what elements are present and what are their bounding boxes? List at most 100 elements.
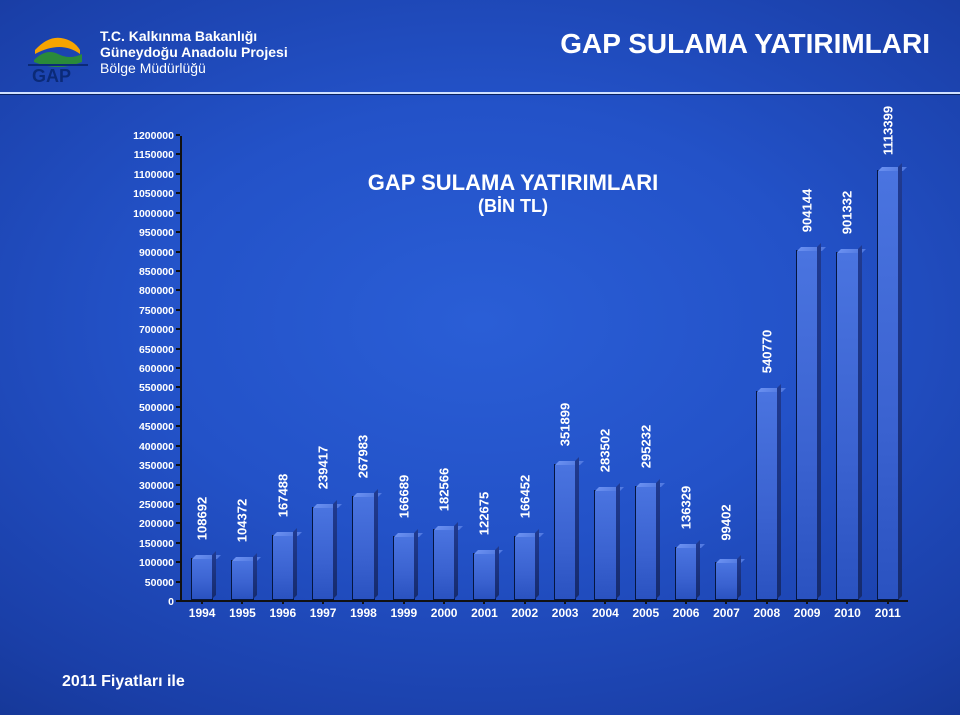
x-tick-label: 2005 <box>632 606 659 620</box>
bar-value-label: 122675 <box>477 491 492 534</box>
y-tick-label: 900000 <box>139 247 174 259</box>
x-tick-label: 2002 <box>511 606 538 620</box>
bar-value-label: 283502 <box>598 429 613 472</box>
bar <box>393 536 416 600</box>
y-tick-label: 0 <box>168 596 174 608</box>
x-tick-mark <box>241 600 243 604</box>
x-tick-mark <box>725 600 727 604</box>
bar <box>796 250 819 600</box>
y-tick-label: 750000 <box>139 305 174 317</box>
chart-area: 0500001000001500002000002500003000003500… <box>118 130 908 630</box>
bar-column: 2679831998 <box>352 496 375 600</box>
bar-column: 1043721995 <box>231 560 254 600</box>
y-tick-label: 450000 <box>139 421 174 433</box>
bar-column: 9013322010 <box>836 252 859 601</box>
bar-column: 1825662000 <box>433 529 456 600</box>
x-tick-mark <box>645 600 647 604</box>
bar <box>877 170 900 601</box>
bar-column: 994022007 <box>715 562 738 600</box>
bar <box>594 490 617 600</box>
org-line-2: Güneydoğu Anadolu Projesi <box>100 44 288 60</box>
x-tick-label: 2010 <box>834 606 861 620</box>
y-tick-label: 650000 <box>139 344 174 356</box>
x-tick-mark <box>685 600 687 604</box>
bar-value-label: 295232 <box>638 425 653 468</box>
bar <box>231 560 254 600</box>
bar-column: 9041442009 <box>796 250 819 600</box>
bar-column: 2952322005 <box>635 486 658 600</box>
x-tick-mark <box>201 600 203 604</box>
org-block: T.C. Kalkınma Bakanlığı Güneydoğu Anadol… <box>100 28 288 76</box>
bar-value-label: 166452 <box>517 474 532 517</box>
bar-value-label: 108692 <box>195 497 210 540</box>
y-tick-label: 700000 <box>139 324 174 336</box>
svg-text:GAP: GAP <box>32 66 71 84</box>
bar <box>635 486 658 600</box>
gap-logo: GAP <box>28 32 94 84</box>
bar-column: 3518992003 <box>554 464 577 600</box>
x-tick-label: 2011 <box>875 606 901 620</box>
y-tick-label: 600000 <box>139 363 174 375</box>
bar-value-label: 1113399 <box>880 105 895 154</box>
x-tick-label: 2003 <box>552 606 579 620</box>
bar-column: 1226752001 <box>473 553 496 600</box>
x-tick-mark <box>564 600 566 604</box>
bar <box>352 496 375 600</box>
x-tick-mark <box>403 600 405 604</box>
y-tick-label: 350000 <box>139 460 174 472</box>
y-tick-label: 150000 <box>139 538 174 550</box>
x-tick-label: 2008 <box>753 606 780 620</box>
x-tick-mark <box>362 600 364 604</box>
y-tick-label: 800000 <box>139 285 174 297</box>
bar-value-label: 167488 <box>275 474 290 517</box>
y-tick-label: 400000 <box>139 441 174 453</box>
x-tick-label: 1998 <box>350 606 377 620</box>
bar-value-label: 239417 <box>316 446 331 489</box>
bar-column: 1086921994 <box>191 558 214 600</box>
x-tick-mark <box>322 600 324 604</box>
x-tick-label: 2007 <box>713 606 740 620</box>
y-tick-label: 200000 <box>139 518 174 530</box>
bar-value-label: 267983 <box>356 435 371 478</box>
x-tick-label: 1995 <box>229 606 256 620</box>
x-tick-label: 1996 <box>269 606 296 620</box>
x-tick-mark <box>483 600 485 604</box>
x-tick-label: 2000 <box>431 606 458 620</box>
org-line-1: T.C. Kalkınma Bakanlığı <box>100 28 288 44</box>
bar-column: 1664522002 <box>514 536 537 600</box>
bar <box>191 558 214 600</box>
header-rule <box>0 92 960 95</box>
x-tick-mark <box>766 600 768 604</box>
bar-column: 1674881996 <box>272 535 295 600</box>
bar-column: 2394171997 <box>312 507 335 600</box>
chart-title: GAP SULAMA YATIRIMLARI <box>118 170 908 196</box>
bar <box>756 391 779 600</box>
bar <box>514 536 537 600</box>
x-tick-mark <box>524 600 526 604</box>
y-tick-label: 300000 <box>139 480 174 492</box>
bar <box>554 464 577 600</box>
bar <box>272 535 295 600</box>
x-tick-mark <box>806 600 808 604</box>
x-tick-mark <box>887 600 889 604</box>
bar <box>836 252 859 601</box>
y-tick-label: 950000 <box>139 227 174 239</box>
y-tick-label: 1150000 <box>134 149 174 161</box>
x-tick-label: 2006 <box>673 606 700 620</box>
bar <box>433 529 456 600</box>
y-tick-label: 50000 <box>145 577 174 589</box>
bar-value-label: 182566 <box>437 468 452 511</box>
bar-column: 2835022004 <box>594 490 617 600</box>
bar <box>675 547 698 600</box>
bar-value-label: 166689 <box>396 474 411 517</box>
bar-column: 1666891999 <box>393 536 416 600</box>
bar-column: 5407702008 <box>756 391 779 600</box>
footer-note: 2011 Fiyatları ile <box>62 673 185 691</box>
x-tick-label: 1999 <box>390 606 417 620</box>
x-tick-label: 2001 <box>471 606 498 620</box>
bar <box>473 553 496 600</box>
chart-title-block: GAP SULAMA YATIRIMLARI (BİN TL) <box>118 170 908 217</box>
bar-value-label: 99402 <box>719 504 734 540</box>
bar-column: 1363292006 <box>675 547 698 600</box>
bar-value-label: 104372 <box>235 498 250 541</box>
